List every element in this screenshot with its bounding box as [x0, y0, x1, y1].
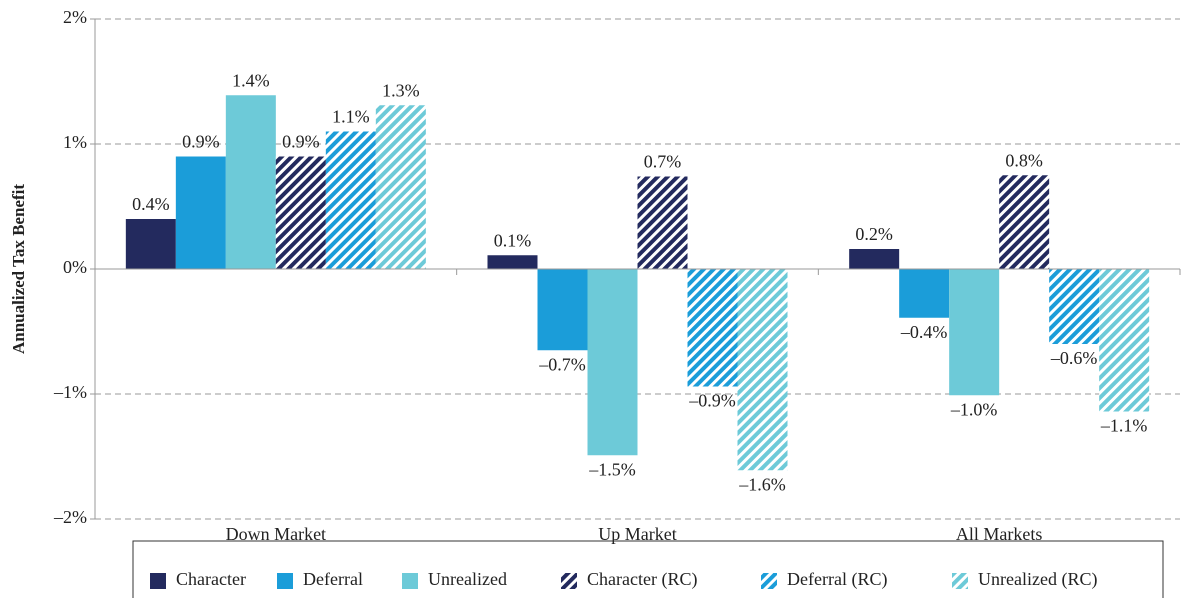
- legend-label: Unrealized: [428, 569, 507, 589]
- legend-swatch: [277, 573, 293, 589]
- y-tick-label: 2%: [63, 7, 87, 27]
- y-tick-label: –1%: [53, 382, 87, 402]
- bar: [637, 176, 688, 269]
- value-label: –0.6%: [1050, 348, 1098, 368]
- x-tick-label: All Markets: [956, 524, 1042, 544]
- bar: [537, 269, 588, 351]
- value-label: –0.7%: [538, 354, 586, 374]
- bar: [849, 249, 900, 269]
- bar: [1099, 269, 1150, 412]
- bar: [325, 131, 376, 269]
- legend-label: Character: [176, 569, 246, 589]
- legend-swatch: [952, 573, 968, 589]
- x-tick-label: Up Market: [598, 524, 676, 544]
- bar: [375, 105, 426, 269]
- legend-label: Unrealized (RC): [978, 569, 1097, 590]
- bar: [899, 269, 950, 318]
- value-label: 0.8%: [1005, 150, 1043, 170]
- bar: [1049, 269, 1100, 344]
- legend-swatch: [402, 573, 418, 589]
- bar: [225, 95, 276, 269]
- value-label: 1.3%: [382, 80, 420, 100]
- value-label: 1.4%: [232, 70, 270, 90]
- value-label: –1.1%: [1100, 416, 1148, 436]
- value-label: 0.9%: [182, 132, 220, 152]
- y-tick-label: 1%: [63, 132, 87, 152]
- legend-label: Deferral (RC): [787, 569, 887, 590]
- bar: [125, 219, 176, 269]
- bar: [687, 269, 738, 387]
- bar: [487, 255, 538, 269]
- legend-label: Deferral: [303, 569, 363, 589]
- value-label: –1.6%: [738, 474, 786, 494]
- legend-label: Character (RC): [587, 569, 697, 590]
- value-label: 0.9%: [282, 132, 320, 152]
- bar: [737, 269, 788, 471]
- value-label: 1.1%: [332, 107, 370, 127]
- legend-swatch: [761, 573, 777, 589]
- bar: [587, 269, 638, 456]
- bar: [175, 156, 226, 269]
- value-label: 0.4%: [132, 194, 170, 214]
- bar: [275, 156, 326, 269]
- y-tick-label: 0%: [63, 257, 87, 277]
- legend-swatch: [150, 573, 166, 589]
- bar: [999, 175, 1050, 269]
- value-label: –0.4%: [900, 322, 948, 342]
- legend-box: [132, 540, 1164, 598]
- value-label: 0.1%: [494, 230, 532, 250]
- value-label: 0.2%: [855, 224, 893, 244]
- value-label: –1.0%: [950, 399, 998, 419]
- value-label: 0.7%: [644, 152, 682, 172]
- value-label: –1.5%: [588, 459, 636, 479]
- x-tick-label: Down Market: [226, 524, 326, 544]
- y-tick-label: –2%: [53, 507, 87, 527]
- y-axis-label: Annualized Tax Benefit: [9, 184, 28, 354]
- legend-swatch: [561, 573, 577, 589]
- bar: [949, 269, 1000, 396]
- value-label: –0.9%: [688, 391, 736, 411]
